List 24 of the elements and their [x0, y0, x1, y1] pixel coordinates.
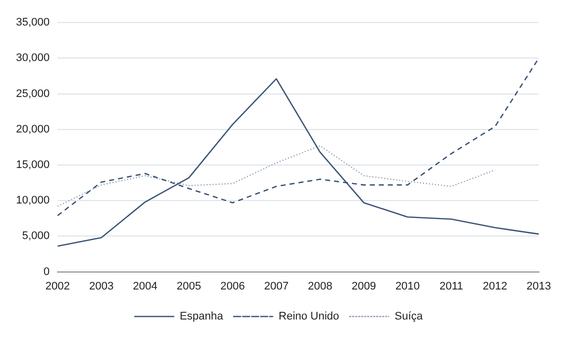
legend-label: Espanha [180, 310, 224, 323]
x-tick-label: 2011 [439, 280, 464, 292]
x-tick-label: 2005 [176, 280, 202, 292]
x-tick-label: 2006 [220, 280, 245, 292]
x-tick-label: 2012 [482, 280, 508, 292]
y-tick-label: 0 [44, 266, 50, 278]
x-tick-label: 2002 [45, 280, 70, 292]
line-series [57, 145, 496, 207]
y-tick-label: 35,000 [16, 16, 50, 29]
x-tick-label: 2009 [352, 280, 376, 292]
y-tick-label: 25,000 [16, 88, 50, 100]
x-tick-label: 2007 [264, 280, 289, 292]
x-tick-label: 2008 [308, 280, 332, 292]
y-tick-label: 5,000 [22, 230, 50, 242]
y-tick-label: 15,000 [16, 159, 50, 172]
y-tick-label: 30,000 [16, 52, 50, 64]
x-tick-label: 2013 [526, 280, 552, 292]
x-tick-label: 2010 [395, 280, 420, 292]
legend-label: Suíça [394, 310, 424, 323]
y-tick-label: 20,000 [16, 123, 50, 136]
y-tick-label: 10,000 [16, 194, 50, 207]
legend-label: Reino Unido [278, 310, 340, 323]
x-tick-label: 2003 [89, 280, 114, 292]
x-tick-label: 2004 [132, 280, 158, 292]
